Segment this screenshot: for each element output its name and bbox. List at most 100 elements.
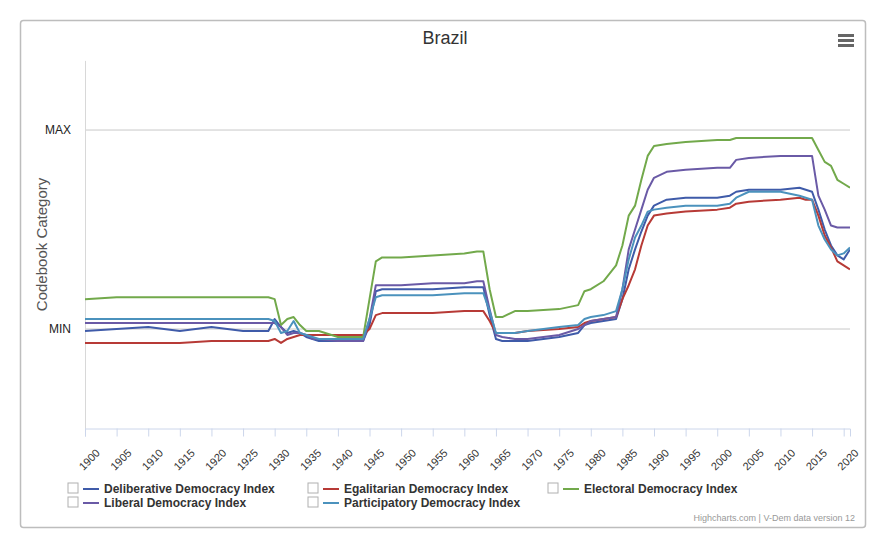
x-tick-label: 1960: [456, 447, 482, 473]
legend-label[interactable]: Liberal Democracy Index: [104, 496, 246, 510]
x-tick: 2010: [772, 429, 798, 473]
x-tick: 1980: [582, 429, 608, 473]
x-tick: 2015: [803, 429, 829, 473]
chart: BrazilMINMAXCodebook Category19001905191…: [0, 0, 890, 549]
x-tick-mark: [401, 429, 402, 437]
x-tick: 1920: [203, 429, 229, 473]
menu-bar[interactable]: [838, 34, 854, 37]
x-tick-mark: [622, 429, 623, 437]
x-tick: 2005: [740, 429, 766, 473]
x-tick-label: 1900: [76, 447, 102, 473]
y-axis-title: Codebook Category: [33, 177, 50, 311]
x-tick-mark: [717, 429, 718, 437]
x-tick: 2020: [835, 429, 861, 473]
x-tick-label: 1920: [203, 447, 229, 473]
x-tick-mark: [812, 429, 813, 437]
x-tick-mark: [338, 429, 339, 437]
x-tick-label: 1915: [171, 447, 197, 473]
legend-item[interactable]: Liberal Democracy Index: [68, 496, 246, 510]
x-tick: 1935: [298, 429, 324, 473]
x-tick-label: 2020: [835, 447, 861, 473]
x-tick-mark: [844, 429, 845, 437]
legend-checkbox[interactable]: [308, 497, 318, 507]
x-tick-label: 1950: [392, 447, 418, 473]
x-tick-mark: [148, 429, 149, 437]
x-tick-mark: [591, 429, 592, 437]
x-tick-label: 1945: [361, 447, 387, 473]
menu-bar[interactable]: [838, 39, 854, 42]
x-tick-label: 1925: [234, 447, 260, 473]
x-tick-label: 1905: [108, 447, 134, 473]
x-tick-label: 1990: [645, 447, 671, 473]
x-tick-mark: [749, 429, 750, 437]
x-tick: 1965: [487, 429, 513, 473]
x-tick-label: 1955: [424, 447, 450, 473]
x-tick: 2000: [709, 429, 735, 473]
legend-checkbox[interactable]: [68, 497, 78, 507]
x-tick-label: 1965: [487, 447, 513, 473]
x-tick-mark: [306, 429, 307, 437]
x-tick-label: 2010: [772, 447, 798, 473]
series-line[interactable]: [85, 192, 850, 339]
x-tick-label: 1970: [519, 447, 545, 473]
x-tick-mark: [85, 429, 86, 437]
x-tick: 1940: [329, 429, 355, 473]
legend-item[interactable]: Deliberative Democracy Index: [68, 482, 275, 496]
x-tick-label: 1910: [140, 447, 166, 473]
x-tick: 1950: [392, 429, 418, 473]
x-tick-label: 1930: [266, 447, 292, 473]
x-tick-label: 2000: [709, 447, 735, 473]
x-tick: 1915: [171, 429, 197, 473]
x-tick-mark: [464, 429, 465, 437]
x-tick-label: 1975: [550, 447, 576, 473]
x-tick-label: 1985: [614, 447, 640, 473]
legend-item[interactable]: Egalitarian Democracy Index: [308, 482, 508, 496]
series-line[interactable]: [85, 138, 850, 337]
x-tick-mark: [243, 429, 244, 437]
x-tick: 1985: [614, 429, 640, 473]
legend-checkbox[interactable]: [548, 483, 558, 493]
series-line[interactable]: [85, 198, 850, 343]
legend-item[interactable]: Electoral Democracy Index: [548, 482, 738, 496]
x-tick-mark: [180, 429, 181, 437]
x-tick: 1910: [140, 429, 166, 473]
legend-item[interactable]: Participatory Democracy Index: [308, 496, 520, 510]
legend-swatch: [83, 488, 99, 490]
legend-swatch: [323, 488, 339, 490]
legend-label[interactable]: Participatory Democracy Index: [344, 496, 520, 510]
legend-checkbox[interactable]: [308, 483, 318, 493]
legend-label[interactable]: Egalitarian Democracy Index: [344, 482, 508, 496]
menu-bar[interactable]: [838, 44, 854, 47]
legend-swatch: [323, 502, 339, 504]
x-tick-label: 1935: [298, 447, 324, 473]
y-axis-line: [85, 61, 86, 429]
legend-label[interactable]: Electoral Democracy Index: [584, 482, 738, 496]
legend-swatch: [563, 488, 579, 490]
series-group: [85, 138, 850, 343]
x-tick: 1900: [76, 429, 102, 473]
x-tick: 1960: [456, 429, 482, 473]
series-line[interactable]: [85, 156, 850, 341]
legend: Deliberative Democracy Index Egalitarian …: [68, 482, 738, 510]
x-tick: 1975: [550, 429, 576, 473]
x-tick: 1995: [677, 429, 703, 473]
x-tick-label: 2015: [803, 447, 829, 473]
x-tick-mark: [211, 429, 212, 437]
x-tick-mark: [780, 429, 781, 437]
series-line[interactable]: [85, 188, 850, 341]
grid-line: [85, 130, 850, 131]
x-tick-label: 1995: [677, 447, 703, 473]
legend-checkbox[interactable]: [68, 483, 78, 493]
x-tick-label: 1980: [582, 447, 608, 473]
x-tick-mark: [370, 429, 371, 437]
menu-icon[interactable]: [838, 34, 854, 47]
x-tick-label: 2005: [740, 447, 766, 473]
x-tick-mark: [559, 429, 560, 437]
legend-label[interactable]: Deliberative Democracy Index: [104, 482, 275, 496]
y-tick-label: MIN: [49, 322, 71, 336]
title: Brazil: [422, 28, 467, 48]
x-tick-mark: [686, 429, 687, 437]
x-tick-mark: [654, 429, 655, 437]
x-tick: 1925: [234, 429, 260, 473]
x-tick-mark: [433, 429, 434, 437]
